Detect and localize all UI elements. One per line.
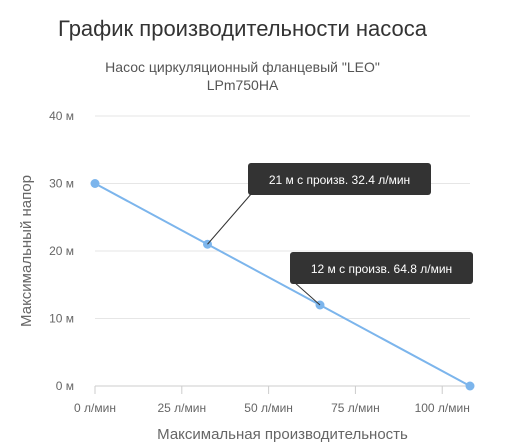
annotation-label: 12 м с произв. 64.8 л/мин	[311, 262, 452, 276]
chart-subtitle: Насос циркуляционный фланцевый "LEO" LPm…	[0, 58, 485, 94]
annotation-connector	[207, 192, 253, 245]
data-point	[90, 179, 100, 188]
y-tick-label: 0 м	[56, 379, 74, 393]
y-tick-label: 40 м	[49, 109, 74, 123]
annotation-label: 21 м с произв. 32.4 л/мин	[269, 173, 410, 187]
x-tick-label: 50 л/мин	[244, 401, 293, 415]
x-tick-label: 25 л/мин	[158, 401, 207, 415]
x-tick-label: 0 л/мин	[74, 401, 116, 415]
data-point	[465, 381, 475, 391]
annotation-box	[248, 163, 431, 195]
chart-title: График производительности насоса	[58, 16, 427, 41]
y-tick-label: 30 м	[49, 177, 74, 191]
annotation-box	[290, 252, 473, 284]
chart-subtitle-line-1: Насос циркуляционный фланцевый "LEO"	[105, 59, 380, 75]
y-tick-label: 20 м	[49, 244, 74, 258]
series-line	[94, 182, 471, 387]
x-axis-title: Максимальная производительность	[157, 426, 408, 443]
y-tick-label: 10 м	[49, 312, 74, 326]
x-tick-label: 100 л/мин	[415, 401, 470, 415]
y-axis-title: Максимальный напор	[18, 175, 35, 327]
x-tick-label: 75 л/мин	[331, 401, 380, 415]
chart-subtitle-line-2: LPm750HA	[206, 77, 279, 93]
annotation-connector	[293, 281, 321, 306]
